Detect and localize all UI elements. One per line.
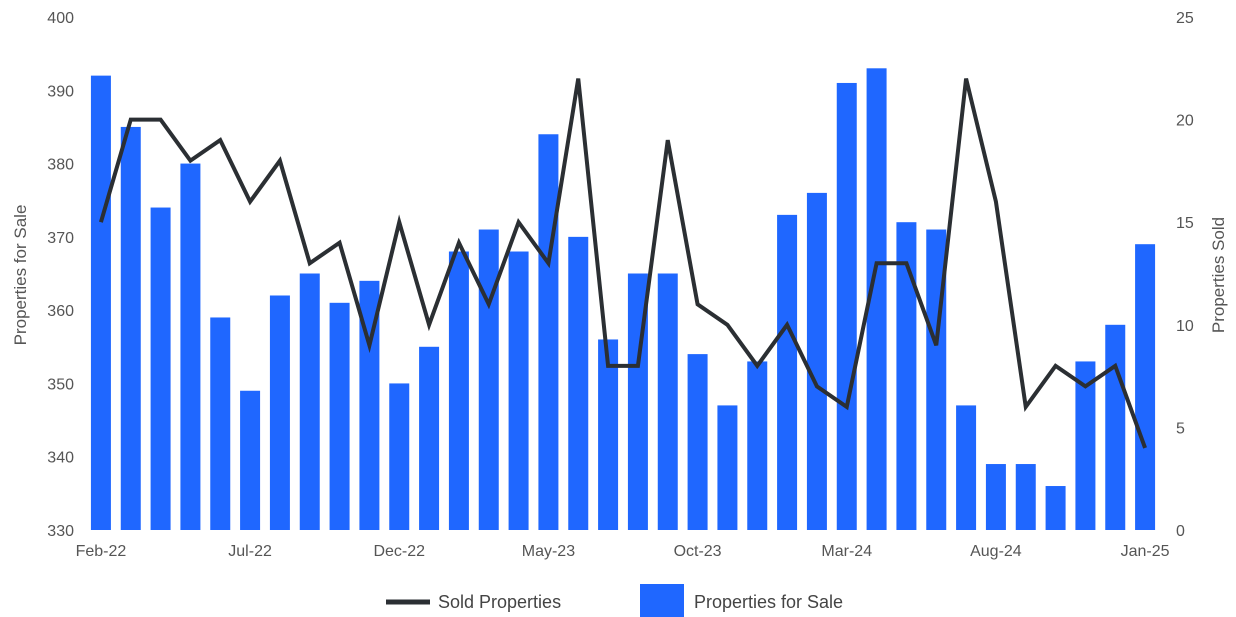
sold-properties-line [98,78,1147,449]
right-tick-label: 15 [1176,215,1194,232]
bar-Mar-23 [478,229,499,530]
x-tick-label: Dec-22 [373,543,425,560]
x-tick-label: May-23 [522,543,575,560]
bar-Apr-23 [508,251,529,530]
bar-Jan-24 [777,214,798,530]
x-tick-label: Feb-22 [76,543,127,560]
right-tick-label: 10 [1176,318,1194,335]
bar-Jul-22 [240,390,261,530]
left-tick-label: 370 [47,230,74,247]
bar-Oct-22 [329,302,350,530]
bar-Jul-23 [598,339,619,530]
bar-May-22 [180,163,201,530]
legend-label-sold-properties: Sold Properties [438,592,561,612]
bar-May-23 [538,134,559,530]
left-tick-label: 350 [47,376,74,393]
x-axis-ticks: Feb-22 Jul-22 Dec-22 May-23 Oct-23 Mar-24 Aug-… [76,543,1170,560]
bar-Jan-23 [419,346,440,530]
bar-Jun-22 [210,317,231,530]
bars-layer [90,68,1156,531]
left-tick-label: 340 [47,450,74,467]
bar-Nov-22 [359,280,380,530]
bar-May-24 [896,222,917,530]
right-tick-label: 20 [1176,113,1194,130]
bar-Sep-22 [299,273,320,530]
bar-Jun-23 [568,236,589,531]
bar-Apr-24 [866,68,887,531]
right-axis-ticks: 0 5 10 15 20 25 [1176,10,1194,540]
bar-Feb-22 [90,75,111,530]
bar-Mar-24 [836,82,857,531]
left-tick-label: 400 [47,10,74,27]
legend: Sold Properties Properties for Sale [386,584,843,617]
bar-Mar-22 [120,126,141,531]
bar-Jan-25 [1135,244,1156,530]
left-axis-ticks: 330 340 350 360 370 380 390 400 [47,10,74,540]
legend-label-properties-for-sale: Properties for Sale [694,592,843,612]
bar-Sep-24 [1015,464,1036,530]
bar-Nov-23 [717,405,738,530]
left-tick-label: 360 [47,303,74,320]
bar-Aug-24 [985,464,1006,530]
right-tick-label: 5 [1176,420,1185,437]
x-tick-label: Jul-22 [228,543,272,560]
x-tick-label: Aug-24 [970,543,1022,560]
left-tick-label: 380 [47,157,74,174]
right-tick-label: 0 [1176,523,1185,540]
right-axis-title: Properties Sold [1209,217,1228,333]
right-tick-label: 25 [1176,10,1194,27]
legend-bar-swatch [640,584,684,617]
x-tick-label: Mar-24 [821,543,872,560]
line-layer [98,78,1147,449]
bar-Feb-23 [448,251,469,530]
left-tick-label: 330 [47,523,74,540]
bar-Feb-24 [806,192,827,530]
left-axis-title: Properties for Sale [11,205,30,346]
bar-Jul-24 [956,405,977,530]
bar-Oct-24 [1045,486,1066,530]
bar-Oct-23 [687,354,708,530]
bar-Nov-24 [1075,361,1096,530]
left-tick-label: 390 [47,83,74,100]
x-tick-label: Oct-23 [674,543,722,560]
bar-Dec-22 [389,383,410,530]
x-tick-label: Jan-25 [1121,543,1170,560]
bar-Dec-23 [747,361,768,530]
bar-Aug-22 [269,295,290,530]
bar-Sep-23 [657,273,678,530]
bar-Dec-24 [1105,324,1126,530]
bar-Apr-22 [150,207,171,531]
